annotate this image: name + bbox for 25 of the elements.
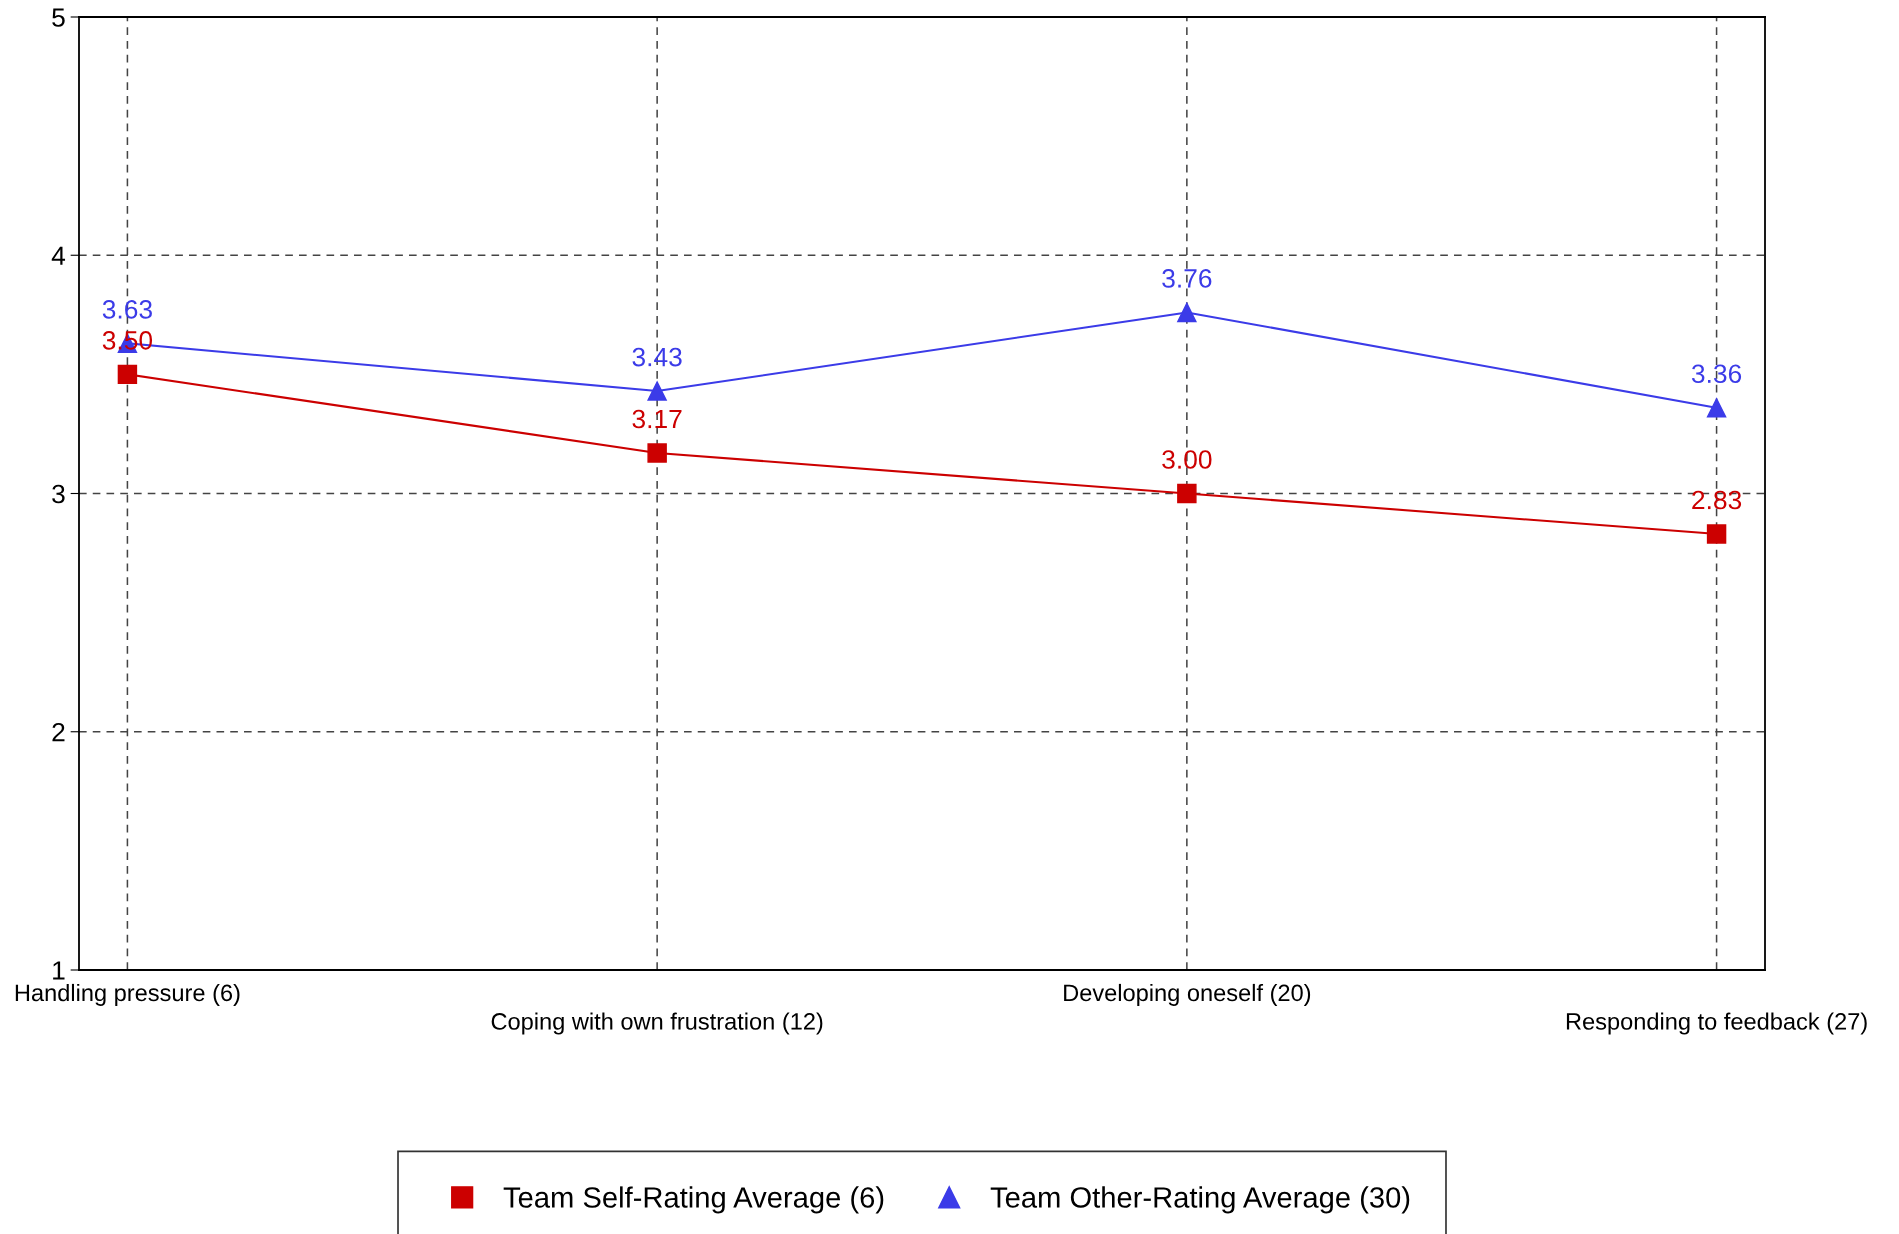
data-label: 3.36 xyxy=(1691,364,1742,384)
y-tick-label: 1 xyxy=(53,961,65,980)
x-tick-label: Coping with own frustration (12) xyxy=(491,1012,823,1035)
data-label: 3.63 xyxy=(102,300,152,319)
y-tick-label: 3 xyxy=(52,484,65,504)
data-label: 3.17 xyxy=(632,409,682,429)
legend-label: Team Other-Rating Average (30) xyxy=(990,1186,1410,1214)
y-tick-label: 2 xyxy=(52,722,65,742)
data-label: 3.76 xyxy=(1162,269,1212,288)
x-tick-label: Responding to feedback (27) xyxy=(1566,1012,1867,1035)
point xyxy=(117,364,138,385)
data-label: 3.43 xyxy=(632,347,682,367)
y-tick-label: 4 xyxy=(51,246,66,265)
x-tick-label: Handling pressure (6) xyxy=(15,983,240,1006)
x-tick-label: Developing oneself (20) xyxy=(1064,983,1311,1006)
y-tick-label: 5 xyxy=(52,8,65,27)
point xyxy=(647,443,667,463)
legend-label: Team Self-Rating Average (6) xyxy=(503,1186,884,1214)
point xyxy=(1177,302,1197,323)
data-label: 3.00 xyxy=(1162,450,1212,469)
point xyxy=(1177,483,1197,504)
point xyxy=(1706,398,1727,418)
data-label: 2.83 xyxy=(1692,490,1742,510)
point xyxy=(647,381,667,401)
point xyxy=(1706,524,1727,544)
